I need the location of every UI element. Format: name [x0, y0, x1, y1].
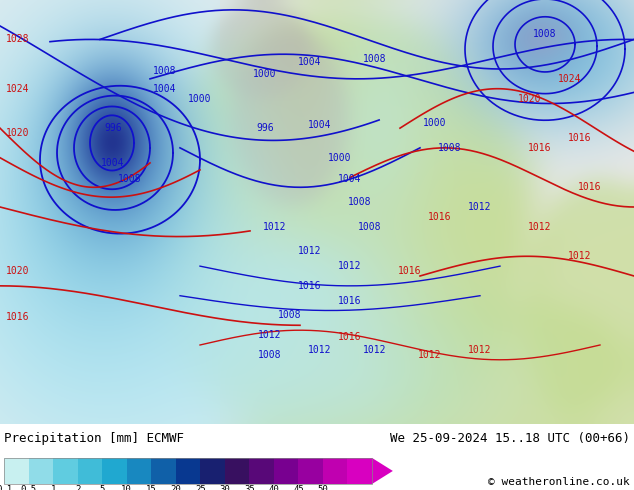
Text: 50: 50	[318, 485, 328, 490]
Text: 1016: 1016	[578, 182, 602, 192]
Text: 35: 35	[244, 485, 255, 490]
Text: 1008: 1008	[153, 66, 177, 76]
Text: 1008: 1008	[278, 311, 302, 320]
Text: 1008: 1008	[363, 54, 387, 64]
Bar	[151, 458, 176, 484]
Text: 1016: 1016	[398, 266, 422, 276]
Text: 1008: 1008	[358, 221, 382, 232]
Text: 1016: 1016	[298, 281, 321, 291]
Text: 45: 45	[293, 485, 304, 490]
Text: 5: 5	[100, 485, 105, 490]
Text: 1012: 1012	[418, 350, 442, 360]
Polygon shape	[372, 458, 393, 484]
Bar	[299, 458, 323, 484]
Bar	[102, 458, 127, 484]
Text: We 25-09-2024 15..18 UTC (00+66): We 25-09-2024 15..18 UTC (00+66)	[390, 432, 630, 445]
Bar	[274, 458, 299, 484]
Text: 1016: 1016	[428, 212, 452, 222]
Text: 1004: 1004	[339, 174, 362, 184]
Text: 15: 15	[146, 485, 157, 490]
Text: 1012: 1012	[363, 345, 387, 355]
Text: 1020: 1020	[6, 266, 30, 276]
Text: 20: 20	[171, 485, 181, 490]
Text: © weatheronline.co.uk: © weatheronline.co.uk	[488, 477, 630, 487]
Text: 30: 30	[219, 485, 230, 490]
Text: 1008: 1008	[438, 143, 462, 153]
Text: 0.5: 0.5	[20, 485, 37, 490]
Text: 0.1: 0.1	[0, 485, 12, 490]
Bar	[4, 458, 372, 484]
Text: 1012: 1012	[263, 221, 287, 232]
Bar	[53, 458, 77, 484]
Text: 1016: 1016	[339, 295, 362, 306]
Text: 1012: 1012	[568, 251, 592, 261]
Bar	[29, 458, 53, 484]
Text: 1012: 1012	[469, 202, 492, 212]
Text: 1008: 1008	[533, 29, 557, 40]
Text: 1004: 1004	[153, 84, 177, 94]
Bar	[176, 458, 200, 484]
Text: 1000: 1000	[253, 69, 277, 79]
Text: 1016: 1016	[568, 133, 592, 143]
Text: 25: 25	[195, 485, 205, 490]
Text: 996: 996	[256, 123, 274, 133]
Text: 1016: 1016	[528, 143, 552, 153]
Text: 1000: 1000	[188, 94, 212, 103]
Text: 1008: 1008	[119, 174, 142, 184]
Text: 1016: 1016	[339, 332, 362, 342]
Text: 996: 996	[104, 123, 122, 133]
Text: 1004: 1004	[308, 120, 332, 130]
Text: 1012: 1012	[308, 345, 332, 355]
Bar	[127, 458, 151, 484]
Text: 1012: 1012	[258, 330, 281, 340]
Text: 1008: 1008	[348, 197, 372, 207]
Text: 1020: 1020	[6, 128, 30, 138]
Text: 1024: 1024	[6, 84, 30, 94]
Text: 1016: 1016	[6, 313, 30, 322]
Text: 1: 1	[50, 485, 56, 490]
Text: 1004: 1004	[298, 57, 321, 67]
Text: 1012: 1012	[298, 246, 321, 256]
Text: 1000: 1000	[328, 153, 352, 163]
Text: 1020: 1020	[518, 94, 541, 103]
Bar	[347, 458, 372, 484]
Text: 1012: 1012	[339, 261, 362, 271]
Bar	[225, 458, 249, 484]
Text: 1028: 1028	[6, 34, 30, 45]
Text: Precipitation [mm] ECMWF: Precipitation [mm] ECMWF	[4, 432, 184, 445]
Text: 1012: 1012	[528, 221, 552, 232]
Bar	[4, 458, 29, 484]
Text: 1012: 1012	[469, 345, 492, 355]
Text: 10: 10	[121, 485, 132, 490]
Text: 40: 40	[268, 485, 279, 490]
Text: 1024: 1024	[559, 74, 582, 84]
Bar	[323, 458, 347, 484]
Bar	[77, 458, 102, 484]
Text: 2: 2	[75, 485, 81, 490]
Bar	[200, 458, 225, 484]
Text: 1000: 1000	[424, 118, 447, 128]
Text: 1008: 1008	[258, 350, 281, 360]
Bar	[249, 458, 274, 484]
Text: 1004: 1004	[101, 158, 125, 168]
